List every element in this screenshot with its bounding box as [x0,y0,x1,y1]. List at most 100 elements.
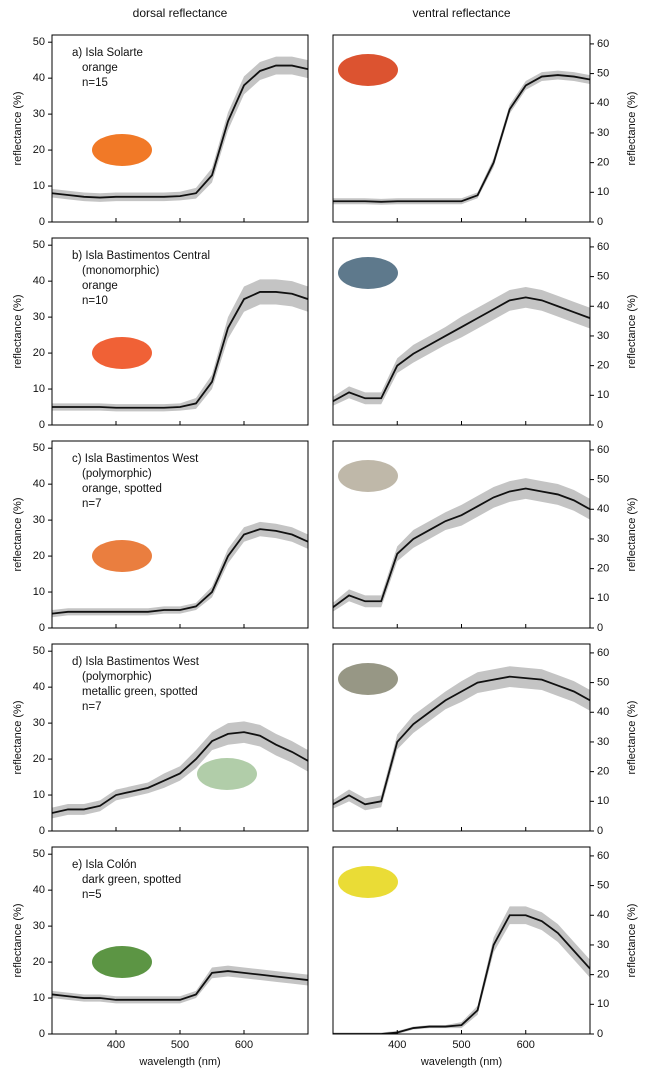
y-tick-label: 40 [597,300,609,312]
annotation: metallic green, spotted [82,686,198,698]
y-tick-label: 30 [33,717,45,729]
frog-picture [338,866,398,898]
annotation: orange [82,280,118,292]
y-axis-label: reflectance (%) [12,295,24,369]
y-tick-label: 10 [597,389,609,401]
annotation: n=5 [82,889,102,901]
annotation: a) Isla Solarte [72,47,143,59]
y-axis-label: reflectance (%) [626,904,638,978]
annotation: dark green, spotted [82,874,181,886]
y-axis-label: reflectance (%) [626,701,638,775]
mean-line [52,292,308,408]
frog-picture [92,337,152,369]
x-tick-label: 600 [517,1039,535,1051]
panel: 0102030405060reflectance (%) [333,644,638,837]
annotation: (polymorphic) [82,468,152,480]
y-tick-label: 10 [597,795,609,807]
y-tick-label: 40 [33,478,45,490]
frog-picture [338,460,398,492]
error-band [52,522,308,617]
y-tick-label: 30 [33,108,45,120]
frog-picture [92,946,152,978]
y-tick-label: 20 [33,347,45,359]
error-band [333,478,590,612]
x-axis-label: wavelength (nm) [138,1056,220,1068]
y-tick-label: 40 [33,884,45,896]
y-tick-label: 20 [597,969,609,981]
y-tick-label: 0 [39,216,45,228]
y-tick-label: 0 [39,419,45,431]
x-axis-label: wavelength (nm) [420,1056,502,1068]
mean-line [52,529,308,614]
y-tick-label: 20 [597,766,609,778]
y-tick-label: 0 [39,1028,45,1040]
y-tick-label: 10 [33,586,45,598]
y-tick-label: 10 [33,789,45,801]
annotation: b) Isla Bastimentos Central [72,250,210,262]
y-tick-label: 50 [33,645,45,657]
figure: dorsal reflectance01020304050reflectance… [0,0,646,1075]
y-tick-label: 30 [597,533,609,545]
y-tick-label: 20 [33,144,45,156]
error-band [52,721,308,818]
y-tick-label: 20 [33,956,45,968]
frog-picture [338,257,398,289]
y-axis-label: reflectance (%) [626,498,638,572]
annotation: n=10 [82,295,108,307]
panel: 0102030405060reflectance (%) [333,238,638,431]
y-tick-label: 60 [597,647,609,659]
y-tick-label: 40 [33,72,45,84]
y-tick-label: 50 [33,36,45,48]
y-tick-label: 20 [33,753,45,765]
x-tick-label: 400 [388,1039,406,1051]
annotation: (monomorphic) [82,265,159,277]
panel: 01020304050reflectance (%)b) Isla Bastim… [12,238,308,431]
y-tick-label: 30 [597,330,609,342]
y-tick-label: 50 [33,239,45,251]
y-tick-label: 50 [597,879,609,891]
frog-picture [338,54,398,86]
frog-picture [92,540,152,572]
y-tick-label: 0 [39,622,45,634]
y-tick-label: 30 [597,736,609,748]
mean-line [333,75,590,202]
y-tick-label: 20 [33,550,45,562]
y-tick-label: 30 [597,127,609,139]
y-tick-label: 10 [597,186,609,198]
y-tick-label: 20 [597,157,609,169]
column-title: ventral reflectance [412,6,510,20]
panel: 01020304050reflectance (%)c) Isla Bastim… [12,441,308,634]
y-tick-label: 50 [33,848,45,860]
panel: dorsal reflectance01020304050reflectance… [12,6,308,228]
y-tick-label: 0 [597,825,603,837]
y-tick-label: 50 [597,67,609,79]
error-band [333,71,590,205]
y-tick-label: 50 [597,473,609,485]
annotation: e) Isla Colón [72,859,137,871]
y-tick-label: 0 [39,825,45,837]
panel: ventral reflectance0102030405060reflecta… [333,6,638,228]
y-tick-label: 60 [597,444,609,456]
y-tick-label: 10 [33,180,45,192]
y-tick-label: 10 [33,383,45,395]
y-tick-label: 30 [33,311,45,323]
y-tick-label: 0 [597,216,603,228]
x-tick-label: 600 [235,1039,253,1051]
y-tick-label: 30 [597,939,609,951]
y-tick-label: 10 [597,592,609,604]
annotation: orange, spotted [82,483,162,495]
y-axis-label: reflectance (%) [12,904,24,978]
y-tick-label: 10 [597,998,609,1010]
y-tick-label: 50 [597,270,609,282]
y-axis-label: reflectance (%) [626,295,638,369]
annotation: c) Isla Bastimentos West [72,453,199,465]
annotation: d) Isla Bastimentos West [72,656,200,668]
frog-picture [338,663,398,695]
y-tick-label: 30 [33,920,45,932]
y-tick-label: 40 [597,706,609,718]
y-tick-label: 60 [597,850,609,862]
x-tick-label: 500 [171,1039,189,1051]
